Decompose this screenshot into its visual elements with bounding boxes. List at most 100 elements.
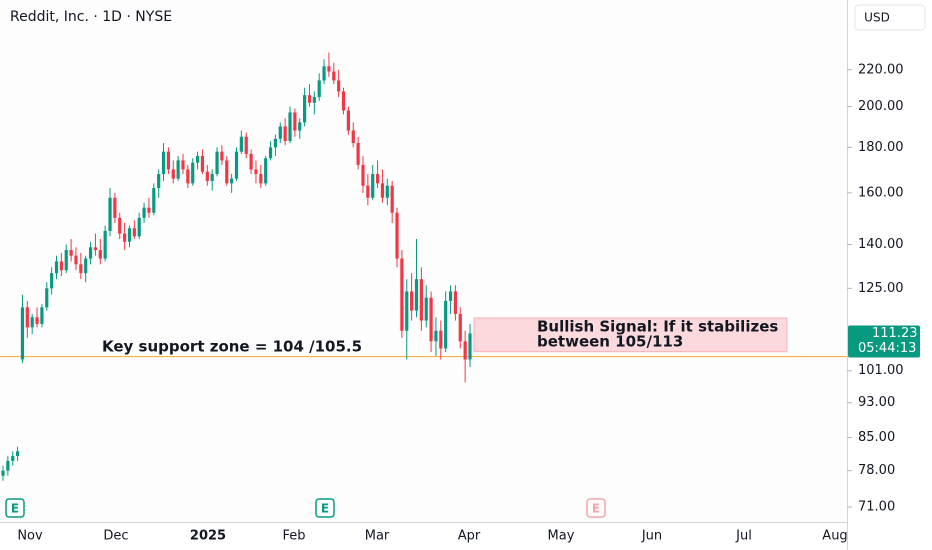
candle-body bbox=[424, 297, 428, 321]
candle-body bbox=[93, 247, 98, 251]
candle-body bbox=[239, 136, 243, 152]
candle-body bbox=[380, 183, 385, 198]
candle-body bbox=[273, 138, 278, 148]
x-tick-label: Aug bbox=[822, 529, 847, 544]
candle-body bbox=[307, 95, 312, 103]
candle-body bbox=[448, 291, 453, 301]
candle-body bbox=[259, 174, 263, 184]
candle-body bbox=[283, 126, 287, 141]
y-tick-label: 140.00 bbox=[858, 237, 904, 252]
currency-box[interactable] bbox=[854, 4, 926, 31]
candle-body bbox=[405, 291, 409, 331]
candle-body bbox=[327, 66, 331, 72]
y-tick-label: 200.00 bbox=[858, 99, 904, 114]
candle-body bbox=[45, 288, 49, 308]
x-tick-label: Dec bbox=[103, 529, 128, 544]
candle-body bbox=[419, 279, 423, 321]
x-tick-label: Jun bbox=[641, 529, 662, 544]
candle-body bbox=[346, 110, 350, 131]
candle-body bbox=[414, 279, 419, 311]
chart-title: Reddit, Inc. · 1D · NYSE bbox=[10, 9, 172, 25]
candle-body bbox=[249, 153, 253, 170]
candle-body bbox=[15, 451, 20, 457]
y-tick-label: 160.00 bbox=[858, 185, 904, 200]
support-label: Key support zone = 104 /105.5 bbox=[102, 338, 362, 356]
candle-body bbox=[79, 264, 83, 274]
candle-body bbox=[225, 160, 229, 184]
x-tick-label: 2025 bbox=[190, 529, 226, 544]
y-tick-label: 71.00 bbox=[858, 500, 895, 515]
y-tick-label: 93.00 bbox=[858, 395, 895, 410]
candle-body bbox=[166, 151, 170, 170]
last-price-box bbox=[848, 325, 920, 358]
earnings-label: E bbox=[321, 502, 329, 516]
candle-body bbox=[288, 112, 292, 141]
earnings-marker bbox=[5, 498, 25, 518]
candle-body bbox=[50, 273, 54, 289]
candle-body bbox=[200, 156, 205, 172]
candle-body bbox=[205, 171, 209, 181]
candle-body bbox=[312, 97, 316, 103]
candle-body bbox=[375, 174, 380, 184]
candle-body bbox=[468, 333, 472, 360]
candle-body bbox=[317, 80, 321, 98]
candle-body bbox=[303, 95, 307, 123]
candle-body bbox=[453, 291, 458, 314]
x-tick-label: Feb bbox=[282, 529, 305, 544]
candle-body bbox=[429, 297, 433, 342]
candle-body bbox=[385, 185, 389, 198]
candle-body bbox=[210, 174, 214, 181]
candle-body bbox=[103, 230, 107, 259]
candle-body bbox=[254, 169, 258, 175]
candle-body bbox=[337, 80, 341, 92]
candle-body bbox=[361, 164, 365, 186]
candle-body bbox=[176, 160, 180, 179]
candle-body bbox=[20, 307, 25, 360]
x-tick-label: May bbox=[548, 529, 575, 544]
y-tick-label: 180.00 bbox=[858, 140, 904, 155]
earnings-label: E bbox=[592, 502, 600, 516]
candle-body bbox=[181, 160, 185, 170]
candle-body bbox=[30, 317, 34, 328]
candle-body bbox=[366, 185, 370, 198]
x-tick-label: Jul bbox=[735, 529, 752, 544]
candle-body bbox=[298, 122, 302, 131]
plot-area bbox=[0, 0, 847, 522]
last-price: 111.23 bbox=[872, 326, 918, 341]
candle-body bbox=[195, 156, 200, 163]
candle-body bbox=[127, 228, 132, 242]
candle-body bbox=[186, 169, 190, 184]
candle-body bbox=[113, 197, 117, 218]
currency[interactable]: USD bbox=[864, 11, 890, 25]
x-tick-label: Mar bbox=[365, 529, 390, 544]
candle-body bbox=[293, 112, 297, 131]
x-tick-label: Nov bbox=[17, 529, 43, 544]
y-tick-label: 125.00 bbox=[858, 281, 904, 296]
candle-body bbox=[220, 151, 224, 161]
candle-body bbox=[157, 174, 161, 189]
candle-body bbox=[463, 341, 467, 360]
candle-body bbox=[264, 158, 268, 184]
candle-body bbox=[142, 207, 146, 218]
candle-body bbox=[98, 250, 102, 259]
candle-body bbox=[410, 291, 414, 311]
signal-label: between 105/113 bbox=[537, 333, 683, 351]
candle-body bbox=[371, 174, 375, 198]
candle-body bbox=[6, 460, 10, 471]
candle-body bbox=[332, 71, 336, 81]
candle-body bbox=[74, 255, 78, 265]
candle-body bbox=[11, 456, 15, 461]
candle-body bbox=[356, 143, 360, 165]
candle-body bbox=[69, 250, 73, 256]
candle-body bbox=[152, 188, 156, 213]
candle-body bbox=[137, 217, 141, 237]
candle-body bbox=[88, 247, 93, 259]
candle-body bbox=[161, 151, 166, 175]
candle-body bbox=[390, 185, 394, 213]
countdown: 05:44:13 bbox=[858, 341, 916, 356]
candle-body bbox=[171, 169, 175, 179]
candle-body bbox=[322, 66, 326, 81]
signal-label: Bullish Signal: If it stabilizes bbox=[537, 318, 778, 336]
candle-body bbox=[59, 261, 63, 271]
